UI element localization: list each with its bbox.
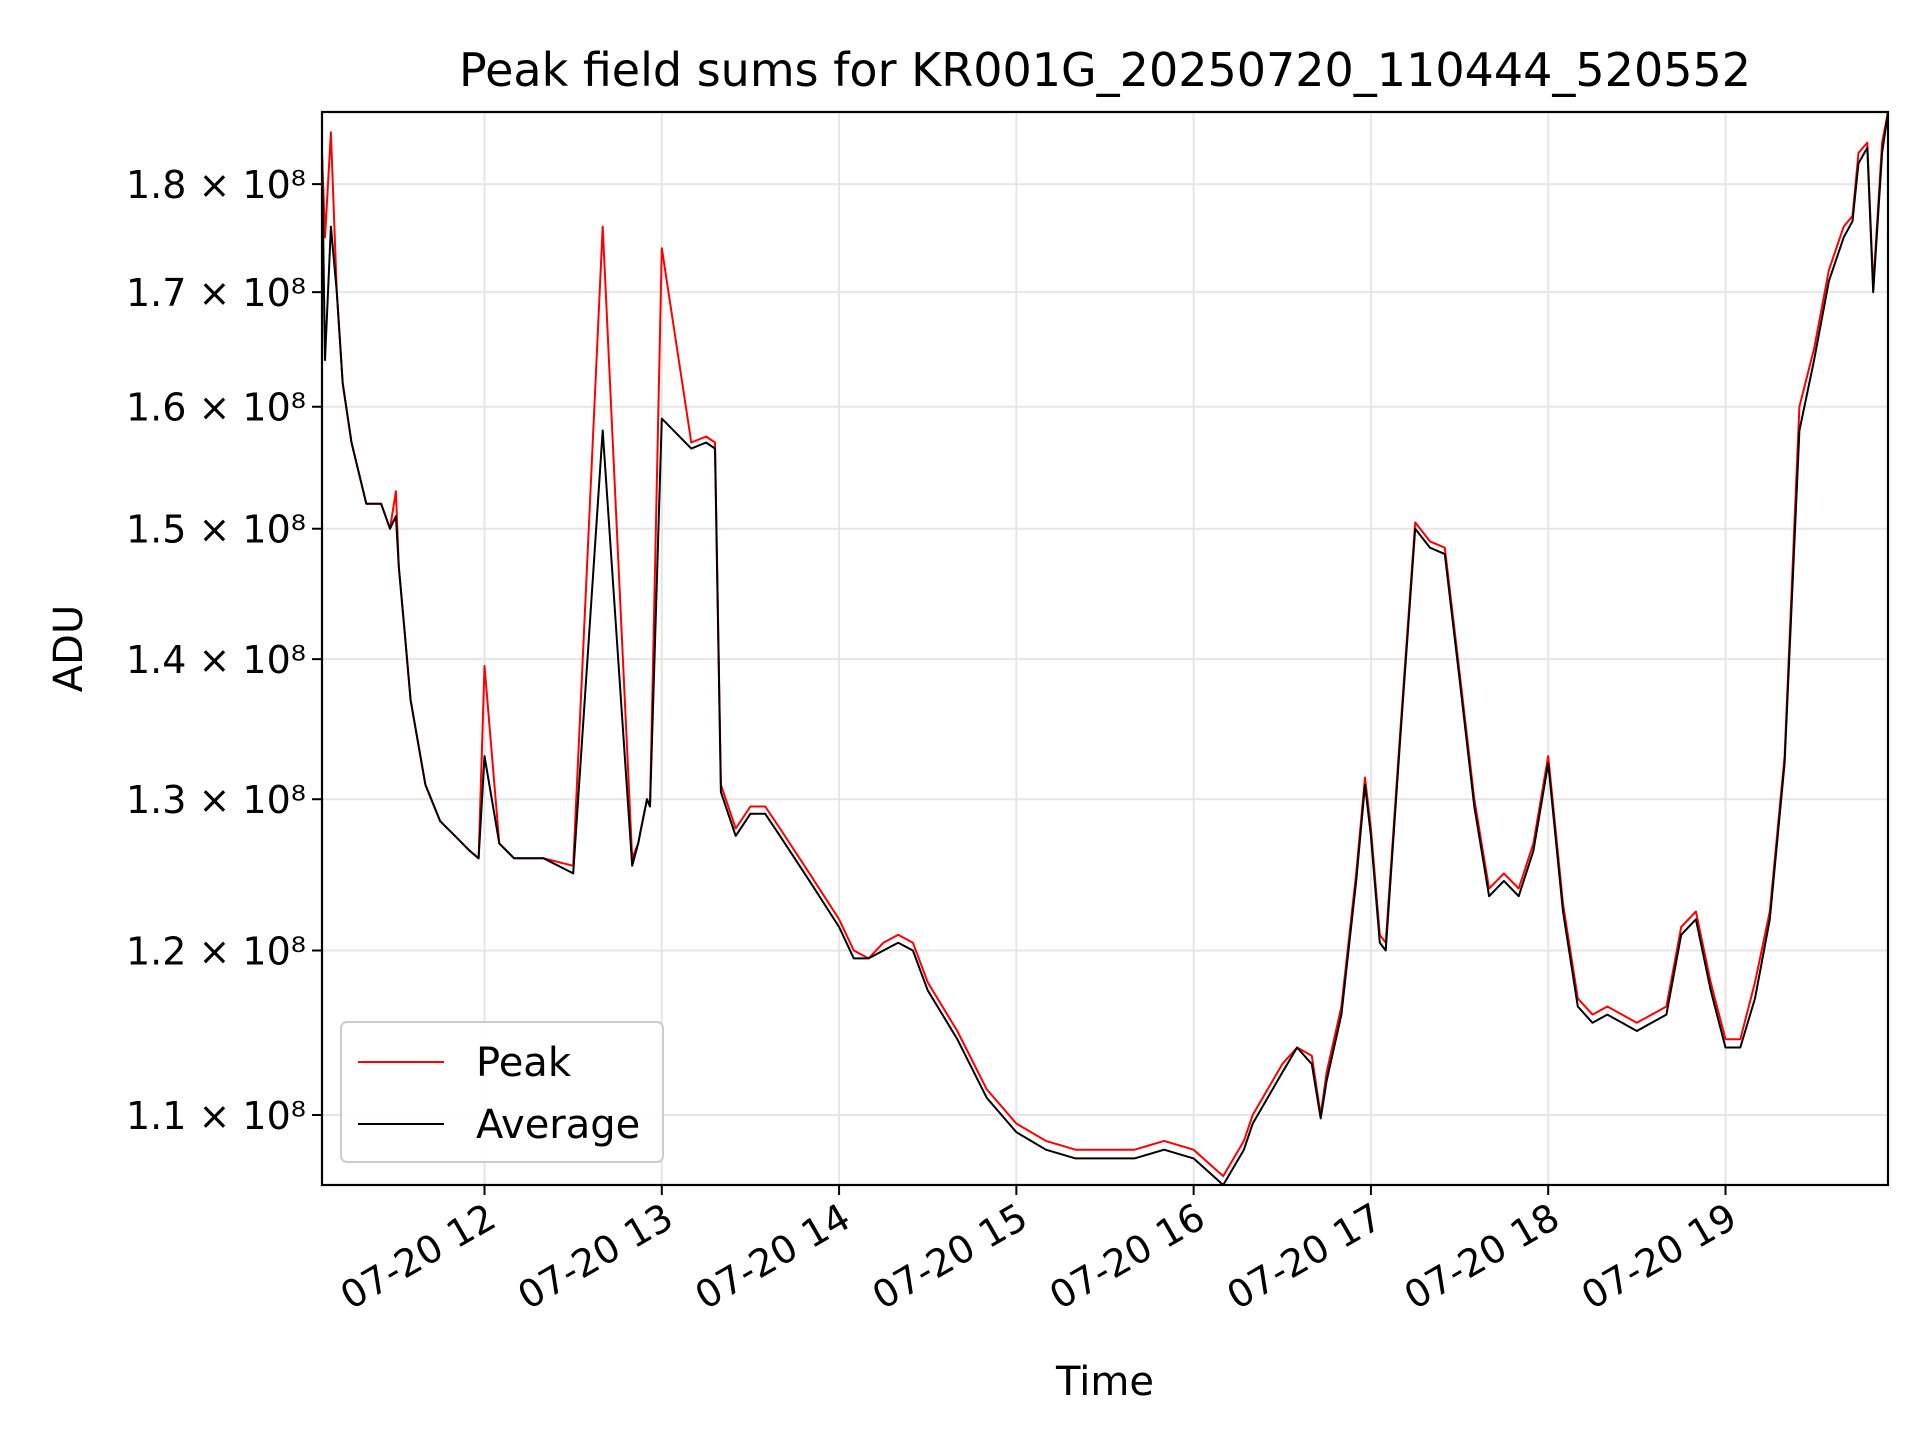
legend-label-average: Average xyxy=(476,1102,640,1148)
x-tick-label: 07-20 15 xyxy=(865,1195,1035,1319)
x-tick-label: 07-20 18 xyxy=(1397,1195,1567,1319)
chart-title: Peak field sums for KR001G_20250720_1104… xyxy=(459,43,1751,97)
y-axis: 1.8 × 10⁸ 1.7 × 10⁸ 1.6 × 10⁸ 1.5 × 10⁸ 1.4 … xyxy=(126,163,322,1138)
y-tick-label: 1.6 × 10⁸ xyxy=(126,386,306,430)
y-axis-label: ADU xyxy=(46,605,92,692)
legend: Peak Average xyxy=(340,1021,664,1163)
x-tick-label: 07-20 16 xyxy=(1042,1195,1212,1319)
y-tick-label: 1.2 × 10⁸ xyxy=(126,930,306,974)
y-tick-label: 1.5 × 10⁸ xyxy=(126,508,306,552)
legend-box xyxy=(340,1021,664,1163)
series-line-peak xyxy=(322,112,1888,1178)
x-tick-label: 07-20 14 xyxy=(688,1195,858,1319)
series-line-average xyxy=(322,112,1888,1185)
y-tick-label: 1.3 × 10⁸ xyxy=(126,778,306,822)
x-tick-label: 07-20 13 xyxy=(510,1195,680,1319)
plot-frame xyxy=(320,110,1890,1187)
x-axis: 07-20 12 07-20 13 07-20 14 07-20 15 07-20 16… xyxy=(333,1185,1744,1318)
grid xyxy=(322,112,1888,1185)
x-tick-label: 07-20 12 xyxy=(333,1195,503,1319)
legend-label-peak: Peak xyxy=(476,1040,572,1086)
y-tick-label: 1.7 × 10⁸ xyxy=(126,271,306,315)
y-tick-label: 1.8 × 10⁸ xyxy=(126,163,306,207)
y-tick-label: 1.4 × 10⁸ xyxy=(126,638,306,682)
y-tick-label: 1.1 × 10⁸ xyxy=(126,1094,306,1138)
x-tick-label: 07-20 19 xyxy=(1574,1195,1744,1319)
x-tick-label: 07-20 17 xyxy=(1219,1195,1389,1319)
series-layer xyxy=(322,112,1888,1185)
x-axis-label: Time xyxy=(1055,1359,1154,1405)
